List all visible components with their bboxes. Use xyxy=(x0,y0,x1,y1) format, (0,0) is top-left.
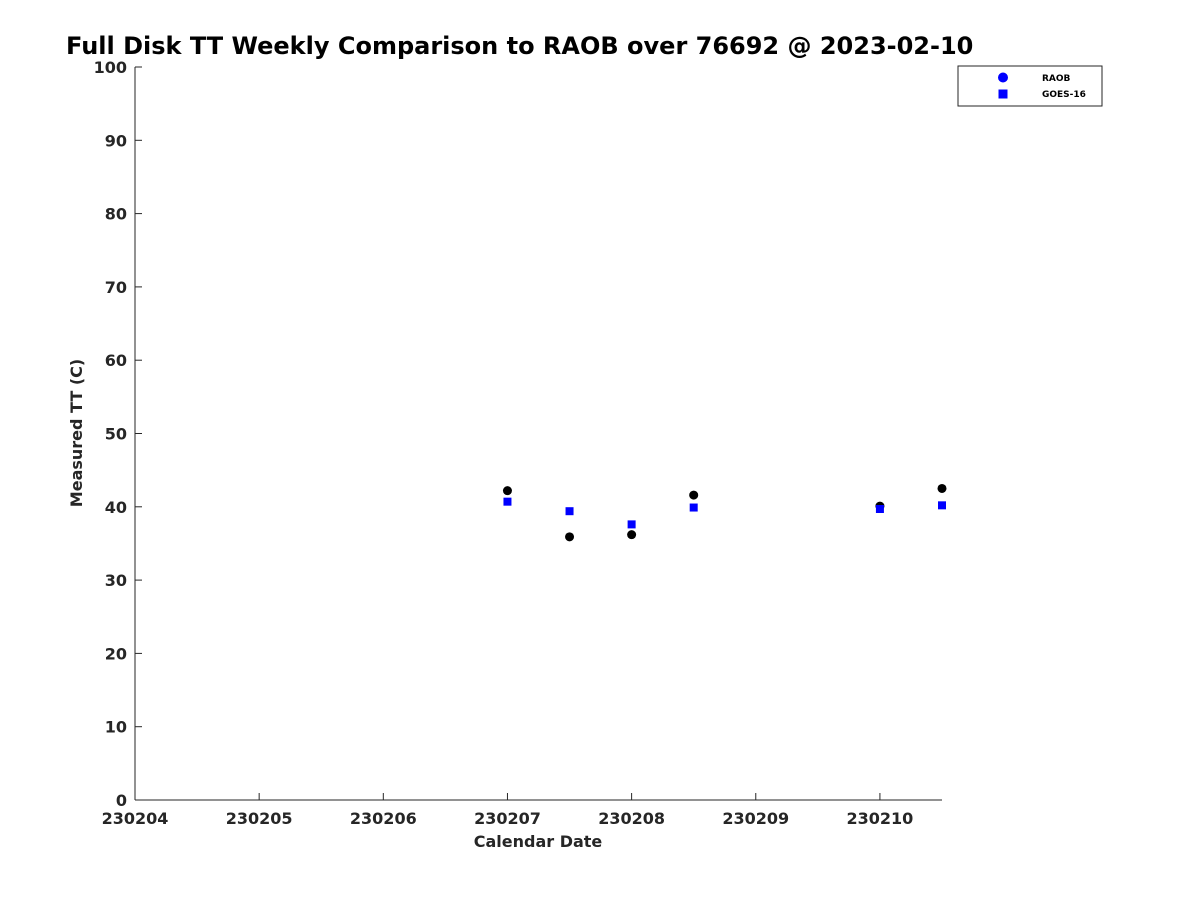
point-raob xyxy=(565,532,575,542)
y-tick-label: 100 xyxy=(94,58,127,77)
x-tick-label: 230205 xyxy=(226,809,293,828)
legend-marker-goes16 xyxy=(998,89,1008,99)
y-tick-label: 20 xyxy=(105,644,127,663)
x-tick-label: 230206 xyxy=(350,809,417,828)
x-tick-label: 230204 xyxy=(102,809,169,828)
point-goes16 xyxy=(938,501,946,510)
x-tick-label: 230209 xyxy=(722,809,789,828)
x-ticks: 230204 230205 230206 230207 230208 230209 2302… xyxy=(102,793,914,828)
data-points xyxy=(502,483,947,542)
legend-label-raob: RAOB xyxy=(1042,74,1071,84)
x-tick-label: 230207 xyxy=(474,809,541,828)
x-tick-label: 230208 xyxy=(598,809,665,828)
point-goes16 xyxy=(689,503,698,512)
y-tick-label: 30 xyxy=(105,571,127,590)
y-tick-label: 80 xyxy=(105,205,127,224)
y-ticks: 0 10 20 30 40 50 60 70 80 90 100 xyxy=(94,58,142,810)
point-raob xyxy=(937,483,947,493)
y-tick-label: 60 xyxy=(105,351,127,370)
x-axis-label: Calendar Date xyxy=(474,832,603,851)
legend-marker-raob xyxy=(998,72,1008,83)
y-tick-label: 10 xyxy=(105,718,127,737)
point-goes16 xyxy=(627,520,636,529)
axes xyxy=(134,67,942,801)
point-goes16 xyxy=(875,504,884,513)
y-tick-label: 70 xyxy=(105,278,127,297)
y-tick-label: 50 xyxy=(105,425,127,444)
point-raob xyxy=(689,490,699,500)
legend-box xyxy=(957,65,1103,107)
point-raob xyxy=(502,486,512,496)
point-goes16 xyxy=(503,497,512,506)
y-tick-label: 40 xyxy=(105,498,127,517)
point-goes16 xyxy=(565,507,574,516)
x-tick-label: 230210 xyxy=(847,809,914,828)
y-axis-label: Measured TT (C) xyxy=(67,359,86,507)
y-tick-label: 0 xyxy=(116,791,127,810)
y-tick-label: 90 xyxy=(105,131,127,150)
legend-label-goes16: GOES-16 xyxy=(1042,90,1086,100)
chart-title: Full Disk TT Weekly Comparison to RAOB o… xyxy=(66,32,973,60)
point-raob xyxy=(627,530,637,540)
legend: RAOB GOES-16 xyxy=(957,65,1103,107)
